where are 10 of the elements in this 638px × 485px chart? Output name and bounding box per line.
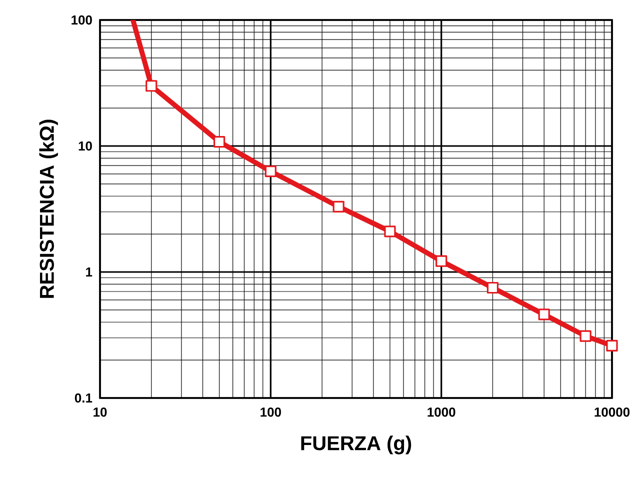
y-axis-title: RESISTENCIA (kΩ): [39, 120, 58, 298]
x-axis-title: FUERZA (g): [301, 436, 412, 454]
y-tick-label: 0.1: [74, 393, 92, 403]
x-tick-label: 100: [260, 408, 281, 417]
x-tick-label: 10000: [594, 408, 630, 417]
x-tick-label: 1000: [428, 408, 456, 417]
y-tick-label: 10: [78, 141, 92, 151]
y-tick-label: 100: [72, 15, 92, 25]
x-tick-label: 10: [94, 408, 107, 417]
y-tick-label: 1: [86, 268, 92, 276]
